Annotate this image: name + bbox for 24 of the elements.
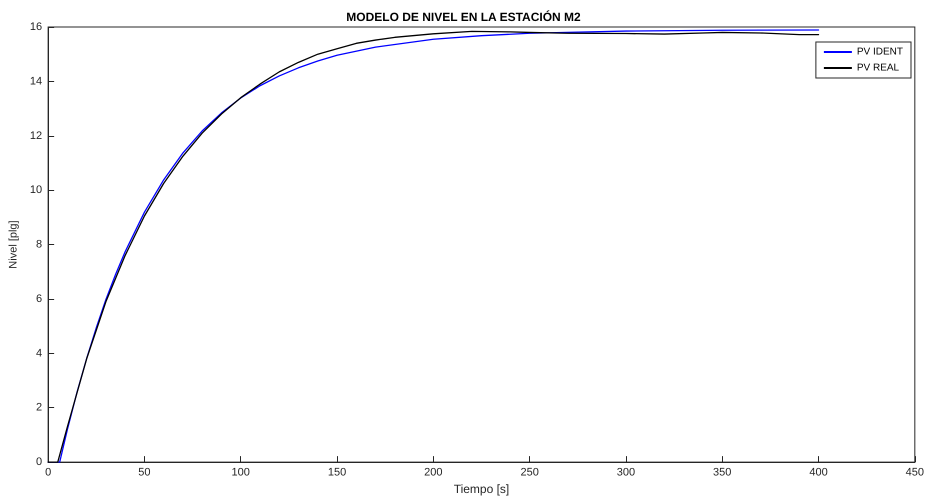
y-tick-label: 4 <box>36 347 42 360</box>
y-tick-label: 10 <box>30 184 42 196</box>
x-tick-label: 200 <box>424 466 443 479</box>
y-tick-label: 6 <box>36 292 42 305</box>
x-tick-label: 400 <box>809 466 828 479</box>
chart-title: MODELO DE NIVEL EN LA ESTACIÓN M2 <box>346 10 582 24</box>
y-tick-label: 14 <box>30 75 42 88</box>
x-tick-label: 150 <box>328 466 346 479</box>
legend-label: PV REAL <box>856 62 900 74</box>
y-tick-label: 16 <box>30 21 42 33</box>
legend-label: PV IDENT <box>856 46 904 58</box>
x-axis-title: Tiempo [s] <box>454 482 510 496</box>
x-tick-label: 0 <box>45 466 52 479</box>
y-tick-label: 2 <box>36 402 42 414</box>
y-tick-label: 12 <box>30 130 42 142</box>
x-tick-label: 450 <box>906 466 924 479</box>
y-tick-label: 0 <box>36 456 42 468</box>
x-tick-label: 100 <box>232 466 250 479</box>
y-tick-label: 8 <box>36 238 42 251</box>
x-tick-label: 300 <box>616 466 636 479</box>
x-tick-label: 350 <box>713 466 732 479</box>
x-tick-label: 250 <box>520 466 539 479</box>
y-axis-title: Nivel [plg] <box>8 220 20 269</box>
x-tick-label: 50 <box>138 466 151 479</box>
